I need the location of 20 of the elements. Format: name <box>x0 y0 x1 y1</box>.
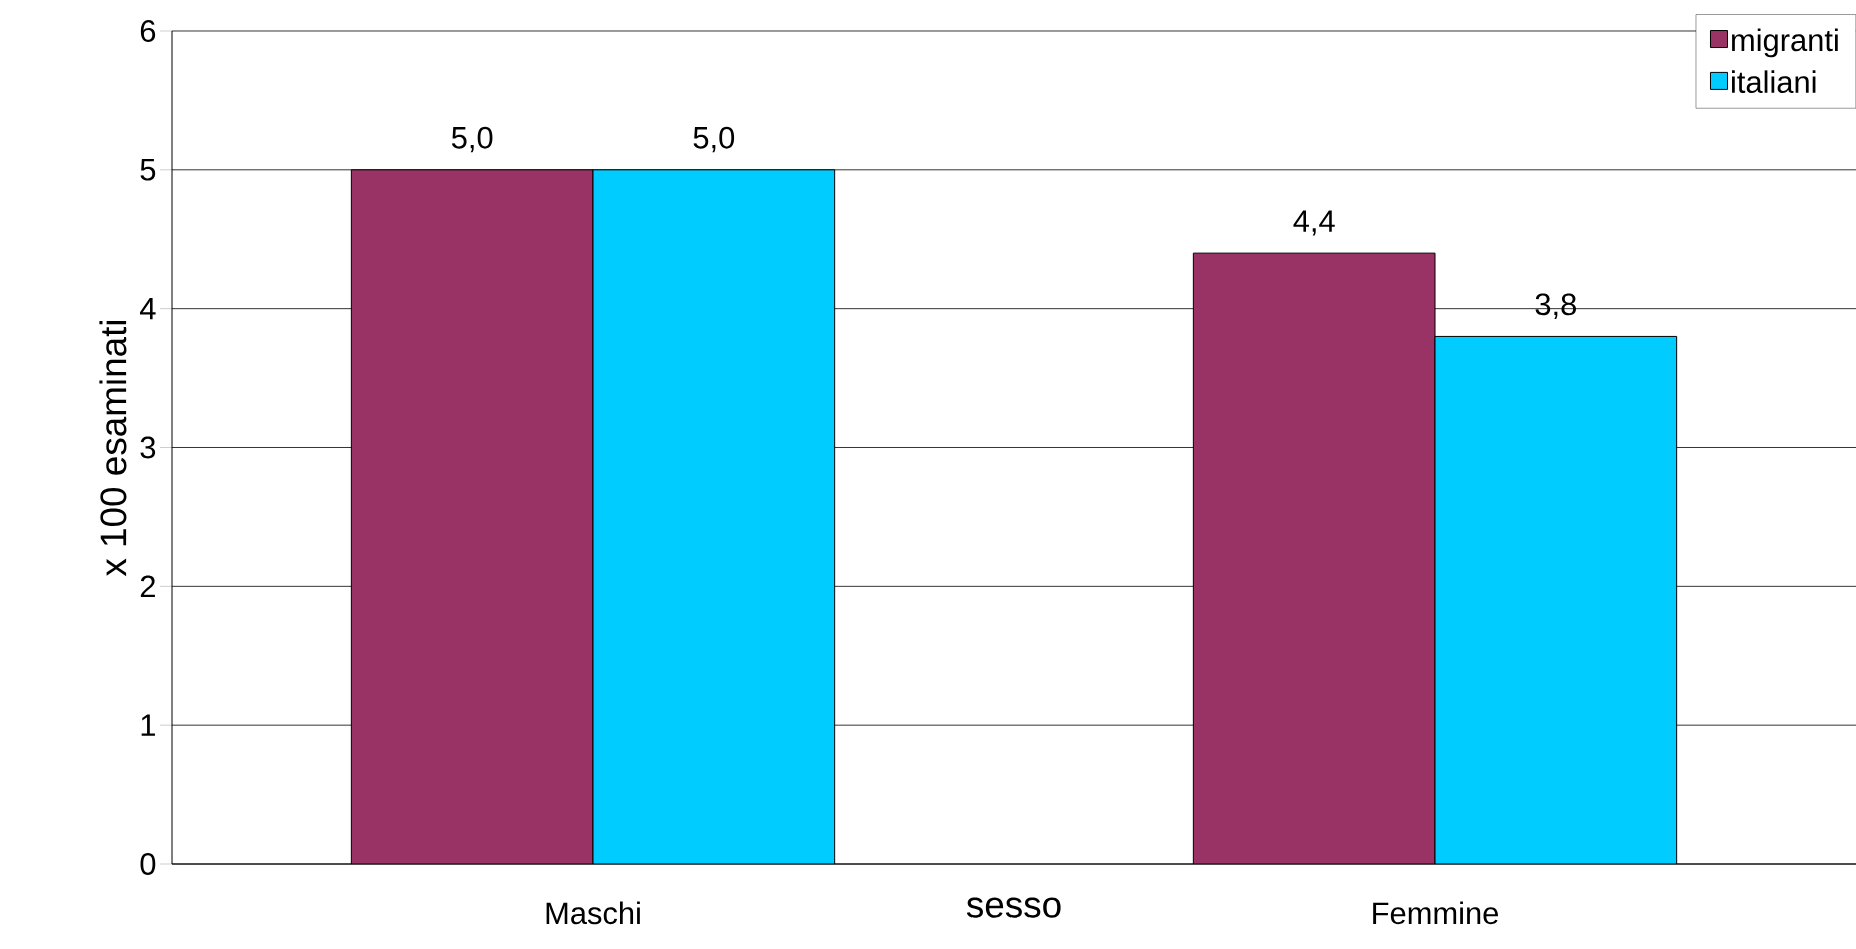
bar <box>592 169 836 864</box>
y-tick-label: 3 <box>140 436 156 459</box>
y-tick-label: 5 <box>140 159 156 181</box>
x-axis-title: sesso <box>966 897 1061 918</box>
data-label: 4,4 <box>1293 210 1335 236</box>
bar <box>1434 335 1678 864</box>
x-tick-label: Maschi <box>546 901 640 925</box>
y-tick-label: 4 <box>140 298 156 320</box>
data-label: 5,0 <box>451 126 493 153</box>
y-tick-label: 0 <box>140 853 156 875</box>
data-label: 5,0 <box>693 126 735 153</box>
y-tick-label: 1 <box>141 714 155 736</box>
bar <box>350 169 594 864</box>
y-tick-label: 6 <box>140 20 156 42</box>
y-axis-title: x 100 esaminati <box>99 320 127 577</box>
x-tick-label: Femmine <box>1373 901 1498 925</box>
legend-label: migranti <box>1732 28 1838 58</box>
bar <box>1192 252 1436 864</box>
y-tick-label: 2 <box>140 575 155 598</box>
legend-label: italiani <box>1732 70 1816 94</box>
